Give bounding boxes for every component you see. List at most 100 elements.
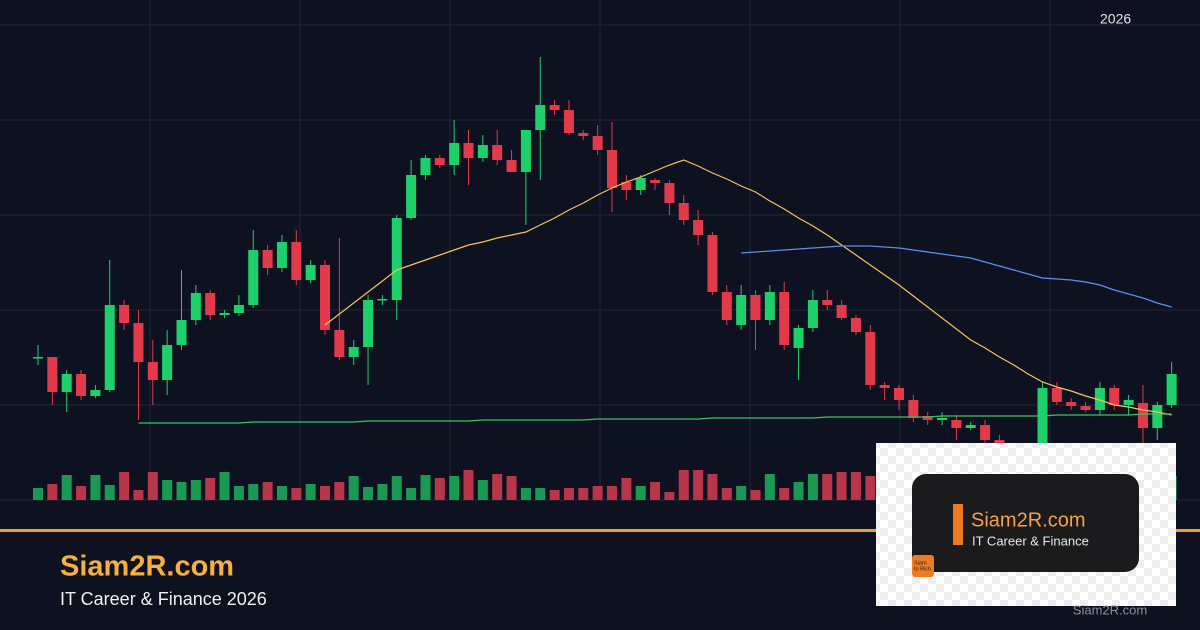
volume-bar [779,488,790,500]
candle-body [707,235,718,292]
volume-bar [76,486,87,500]
candle-body [578,133,589,136]
volume-bar [664,492,675,500]
overlay-title: Siam2R.com [971,509,1085,531]
volume-bar [406,488,417,500]
candle-body [793,328,804,348]
volume-bar [147,472,158,500]
candle-body [391,218,402,300]
candle-body [549,105,560,110]
overlay: Siam2R.com IT Career & Finance Siam to R… [876,443,1176,617]
candle-body [865,332,876,385]
candle-body [850,318,861,332]
volume-bar [162,480,173,500]
candle-body [248,250,259,305]
overlay-accent [953,504,963,545]
volume-bar [320,486,330,500]
candle-body [779,292,790,345]
candle-body [520,130,531,172]
volume-bar [477,480,488,500]
volume-bar [807,474,818,500]
candle-body [205,293,216,315]
volume-bar [276,486,287,500]
moving-average [138,413,1172,424]
candle-body [420,158,431,175]
volume-bar [578,488,589,500]
divider [0,529,1200,532]
volume-bar [104,485,115,500]
candle-body [721,292,732,320]
volume-bar [822,474,833,500]
candle-body [1080,406,1091,410]
volume-bar [348,476,359,500]
candle-body [592,136,603,150]
candle-body [879,385,890,388]
moving-average [741,245,1172,308]
candle-body [276,242,287,268]
volume-bar [262,482,273,500]
volume-bar [463,470,474,500]
candle-body [434,158,445,165]
candle-body [951,420,962,428]
logo [912,555,934,577]
candle-body [233,305,244,313]
volume-bar [420,475,431,500]
volume-bar [176,482,187,500]
candle-body [61,374,72,392]
volume-bar [133,490,144,500]
candle-body [1152,405,1163,428]
volume-bar [291,488,302,500]
volume-bar [506,476,517,500]
candle-body [894,388,904,400]
volume-bar [61,475,72,500]
candle-body [47,357,58,392]
candle-body [965,425,976,428]
volume-bar [391,476,402,500]
candle-body [406,175,417,218]
volume-bar [693,470,704,500]
volume-bar [377,484,388,500]
candle-body [262,250,273,268]
volume-bar [736,486,747,500]
watermark: Siam2R.com [1073,602,1147,617]
candle-body [162,345,173,380]
candle-body [463,143,474,158]
volume-bar [47,484,58,500]
candle-body [678,203,689,220]
volume-bar [635,486,646,500]
candle-body [76,374,87,396]
volume-bar [363,487,374,500]
volume-bar [607,486,617,500]
candle-body [908,400,919,418]
candle-body [1066,402,1077,406]
logo-text: to Rich [914,566,931,572]
candle-body [937,418,948,420]
candle-body [320,265,330,330]
volume-bar [248,484,259,500]
moving-average [324,159,1172,416]
candle-body [836,305,847,318]
candle-body [535,105,546,130]
year-label: 2026 [1100,11,1131,27]
volume-bar [750,490,761,500]
candle-body [650,180,661,183]
candle-body [1109,388,1120,405]
candle-body [750,295,761,320]
candle-body [1137,403,1148,428]
volume-bar [305,484,316,500]
candle-body [635,178,646,190]
candle-body [1094,388,1105,410]
candle-body [291,242,302,280]
volume-bar [334,482,345,500]
volume-bar [205,478,216,500]
candle-body [1037,388,1048,455]
overlay-card [912,474,1139,572]
volume-bar [119,472,130,500]
candle-body [348,347,359,357]
candle-body [219,313,230,315]
volume-bar [592,486,603,500]
volume-bar [678,470,689,500]
volume-bar [764,474,775,500]
candle-body [621,182,632,190]
candle-body [506,160,517,172]
